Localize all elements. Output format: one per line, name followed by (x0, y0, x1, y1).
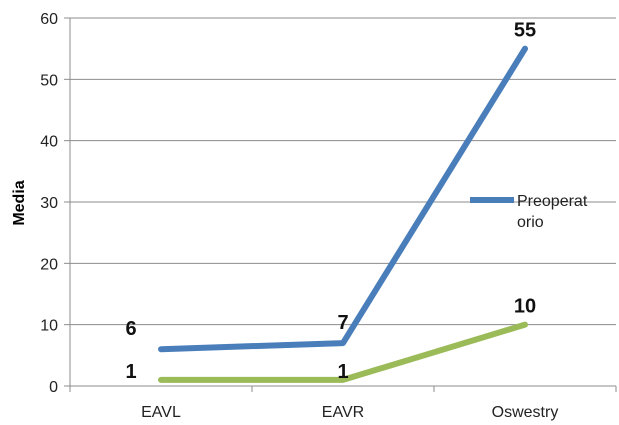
data-label: 55 (514, 20, 536, 42)
y-tick-label: 50 (40, 72, 58, 89)
series-lines (158, 45, 528, 383)
grid-lines (70, 17, 616, 326)
data-label: 6 (125, 318, 136, 340)
y-tick-label: 40 (40, 134, 58, 151)
axes (64, 17, 617, 392)
y-tick-labels: 0 10 20 30 40 50 60 (40, 11, 58, 396)
y-tick-label: 10 (40, 318, 58, 335)
legend-label: orio (517, 214, 544, 231)
y-axis-label: Media (11, 180, 28, 225)
data-labels: 6 7 55 1 1 10 (125, 20, 536, 383)
y-tick-label: 60 (40, 11, 58, 28)
y-tick-label: 20 (40, 256, 58, 273)
series-line-1 (158, 321, 528, 383)
x-tick-label: Oswestry (492, 404, 559, 421)
legend-label: Preoperat (517, 193, 588, 210)
data-label: 7 (337, 312, 348, 334)
y-tick-label: 30 (40, 195, 58, 212)
x-tick-label: EAVR (322, 404, 364, 421)
y-tick-label: 0 (49, 379, 58, 396)
x-tick-labels: EAVL EAVR Oswestry (141, 404, 558, 421)
data-label: 1 (337, 361, 348, 383)
data-label: 1 (125, 361, 136, 383)
x-tick-label: EAVL (141, 404, 181, 421)
series-line-0 (158, 45, 528, 353)
legend: Preoperat orio (470, 193, 588, 231)
data-label: 10 (514, 296, 536, 318)
